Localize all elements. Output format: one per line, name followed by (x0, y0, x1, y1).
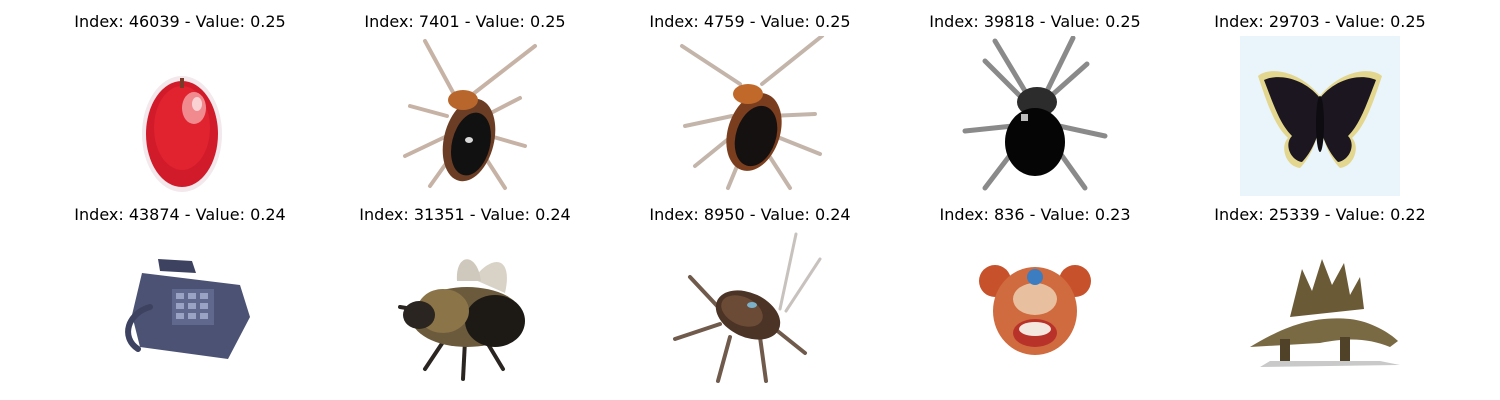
panel-title: Index: 7401 - Value: 0.25 (364, 12, 566, 31)
panel-title: Index: 43874 - Value: 0.24 (74, 205, 286, 224)
panel-title: Index: 25339 - Value: 0.22 (1214, 205, 1426, 224)
apple-image (100, 36, 260, 196)
panel-7: Index: 31351 - Value: 0.24 (315, 193, 615, 389)
panel-4: Index: 39818 - Value: 0.25 (885, 0, 1185, 196)
panel-8: Index: 8950 - Value: 0.24 (600, 193, 900, 389)
panel-3: Index: 4759 - Value: 0.25 (600, 0, 900, 196)
panel-1: Index: 46039 - Value: 0.25 (30, 0, 330, 196)
bee-image (385, 229, 545, 389)
dinosaur-image (1240, 229, 1400, 389)
panel-title: Index: 836 - Value: 0.23 (939, 205, 1131, 224)
telephone-image (100, 229, 260, 389)
panel-title: Index: 46039 - Value: 0.25 (74, 12, 286, 31)
butterfly-image (1240, 36, 1400, 196)
cockroach-image (670, 36, 830, 196)
panel-title: Index: 31351 - Value: 0.24 (359, 205, 571, 224)
panel-title: Index: 4759 - Value: 0.25 (649, 12, 851, 31)
panel-9: Index: 836 - Value: 0.23 (885, 193, 1185, 389)
cockroach-image (385, 36, 545, 196)
panel-5: Index: 29703 - Value: 0.25 (1170, 0, 1470, 196)
panel-10: Index: 25339 - Value: 0.22 (1170, 193, 1470, 389)
panel-6: Index: 43874 - Value: 0.24 (30, 193, 330, 389)
crab-image (955, 229, 1115, 389)
spider-image (955, 36, 1115, 196)
cockroach-image (670, 229, 830, 389)
panel-title: Index: 8950 - Value: 0.24 (649, 205, 851, 224)
panel-2: Index: 7401 - Value: 0.25 (315, 0, 615, 196)
panel-title: Index: 29703 - Value: 0.25 (1214, 12, 1426, 31)
panel-title: Index: 39818 - Value: 0.25 (929, 12, 1141, 31)
